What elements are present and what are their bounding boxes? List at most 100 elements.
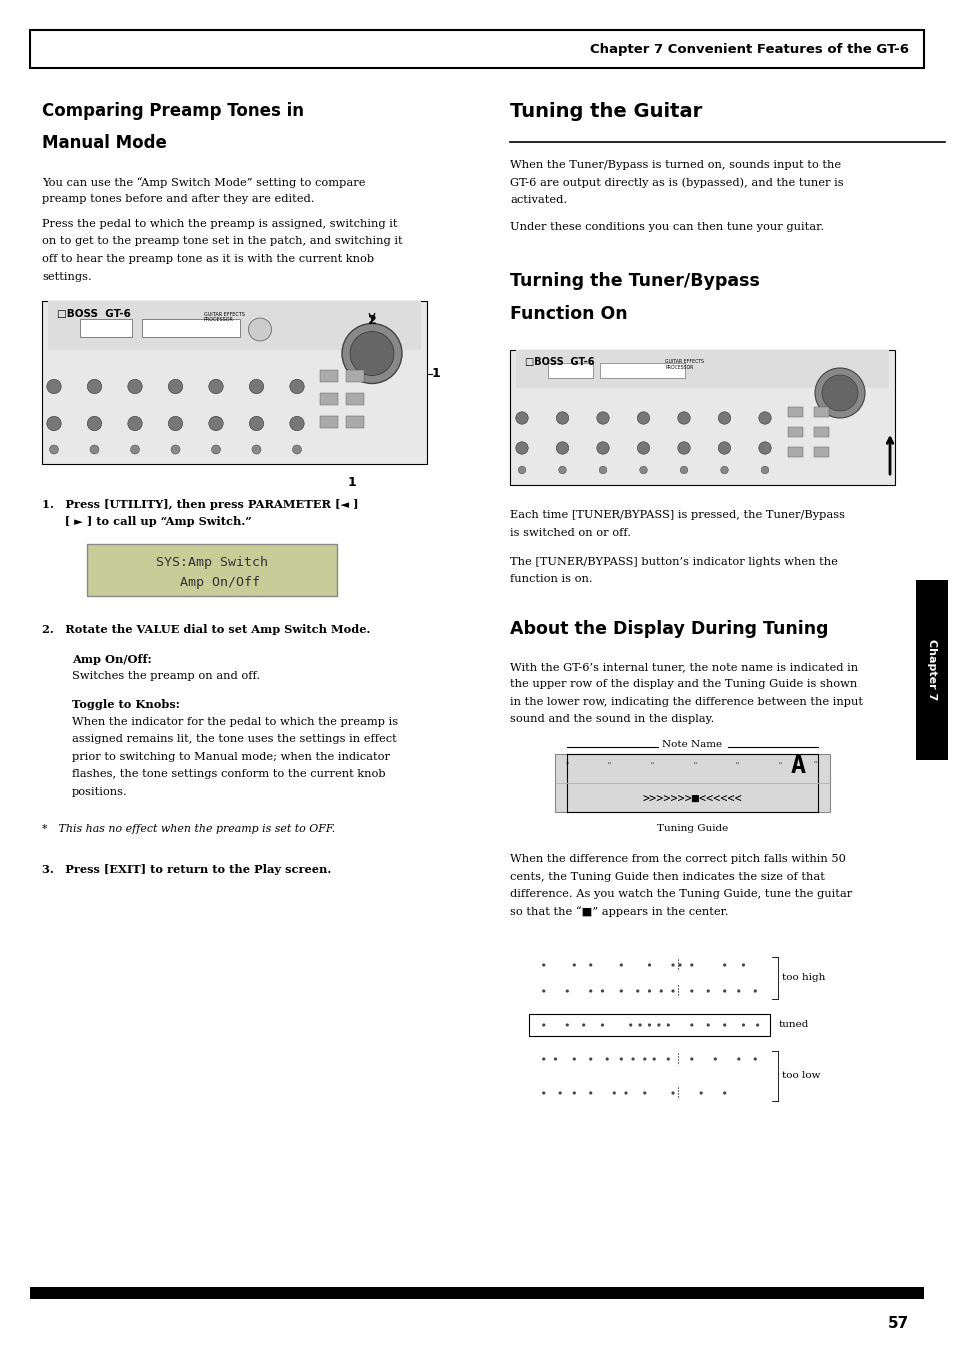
Circle shape (209, 380, 223, 393)
Circle shape (718, 442, 730, 454)
Circle shape (597, 412, 609, 424)
Text: settings.: settings. (42, 272, 91, 281)
Circle shape (558, 1092, 561, 1094)
Bar (510, 350, 894, 485)
Circle shape (168, 380, 183, 393)
Bar (346, 370, 364, 381)
Text: prior to switching to Manual mode; when the indicator: prior to switching to Manual mode; when … (71, 753, 390, 762)
Circle shape (290, 416, 304, 431)
Circle shape (131, 444, 139, 454)
Bar (30, 1288, 923, 1300)
Text: ": " (812, 761, 817, 770)
Bar (346, 393, 364, 404)
Circle shape (171, 444, 180, 454)
Circle shape (647, 1024, 650, 1027)
Text: flashes, the tone settings conform to the current knob: flashes, the tone settings conform to th… (71, 770, 385, 780)
Bar (30, 30, 923, 68)
Circle shape (572, 1058, 576, 1061)
Bar (142, 319, 240, 336)
Circle shape (637, 442, 649, 454)
Circle shape (581, 1024, 585, 1027)
Circle shape (556, 442, 568, 454)
Text: Function On: Function On (510, 305, 627, 323)
Circle shape (758, 442, 770, 454)
Circle shape (760, 466, 768, 474)
Circle shape (128, 416, 142, 431)
Circle shape (677, 412, 689, 424)
Circle shape (597, 442, 609, 454)
Circle shape (212, 444, 220, 454)
Circle shape (636, 989, 639, 993)
Text: activated.: activated. (510, 195, 566, 205)
Text: ": " (649, 762, 654, 771)
Circle shape (821, 376, 857, 411)
Circle shape (248, 317, 272, 340)
Text: A: A (790, 754, 804, 778)
Text: cents, the Tuning Guide then indicates the size of that: cents, the Tuning Guide then indicates t… (510, 871, 824, 881)
Circle shape (722, 1092, 725, 1094)
Text: ": " (564, 762, 569, 771)
Circle shape (249, 416, 263, 431)
Circle shape (659, 989, 662, 993)
Circle shape (637, 412, 649, 424)
Circle shape (541, 1024, 545, 1027)
Text: 1.  Press [UTILITY], then press PARAMETER [◄ ]: 1. Press [UTILITY], then press PARAMETER… (42, 499, 358, 509)
Text: 2: 2 (367, 313, 376, 327)
Circle shape (642, 1058, 646, 1061)
Circle shape (722, 1024, 725, 1027)
Text: too low: too low (781, 1071, 820, 1081)
Circle shape (741, 963, 744, 966)
Text: in the lower row, indicating the difference between the input: in the lower row, indicating the differe… (510, 697, 862, 707)
Circle shape (541, 989, 545, 993)
Circle shape (589, 1092, 592, 1094)
Text: Tuning Guide: Tuning Guide (657, 824, 727, 834)
Bar (787, 427, 802, 436)
Circle shape (128, 380, 142, 393)
Text: Amp On/Off: Amp On/Off (164, 577, 260, 589)
Text: ": " (692, 762, 697, 771)
Text: Note Name: Note Name (661, 740, 721, 748)
Circle shape (619, 989, 622, 993)
Circle shape (666, 1058, 669, 1061)
Bar (346, 416, 364, 427)
Text: Comparing Preamp Tones in: Comparing Preamp Tones in (42, 101, 304, 120)
Circle shape (541, 963, 545, 966)
Text: difference. As you watch the Tuning Guide, tune the guitar: difference. As you watch the Tuning Guid… (510, 889, 851, 898)
Bar (48, 301, 420, 350)
Circle shape (755, 1024, 759, 1027)
Text: Each time [TUNER/BYPASS] is pressed, the Tuner/Bypass: Each time [TUNER/BYPASS] is pressed, the… (510, 509, 844, 520)
Circle shape (598, 466, 606, 474)
Circle shape (612, 1092, 616, 1094)
Circle shape (88, 416, 102, 431)
Text: GUITAR EFFECTS
PROCESSOR: GUITAR EFFECTS PROCESSOR (204, 312, 245, 323)
Circle shape (558, 466, 566, 474)
Text: GT-6 are output directly as is (bypassed), and the tuner is: GT-6 are output directly as is (bypassed… (510, 177, 842, 188)
Bar (787, 407, 802, 417)
Text: SYS:Amp Switch: SYS:Amp Switch (156, 555, 268, 569)
Circle shape (737, 1058, 740, 1061)
Bar (599, 363, 684, 378)
Text: sound and the sound in the display.: sound and the sound in the display. (510, 715, 714, 724)
Circle shape (619, 1058, 622, 1061)
Text: off to hear the preamp tone as it is with the current knob: off to hear the preamp tone as it is wit… (42, 254, 374, 263)
Bar (80, 319, 132, 336)
Text: so that the “■” appears in the center.: so that the “■” appears in the center. (510, 907, 728, 917)
Bar (915, 580, 947, 761)
Circle shape (88, 380, 102, 393)
Text: Switches the preamp on and off.: Switches the preamp on and off. (71, 671, 260, 681)
Text: □BOSS  GT-6: □BOSS GT-6 (57, 309, 131, 319)
Text: Turning the Tuner/Bypass: Turning the Tuner/Bypass (510, 272, 760, 290)
Circle shape (293, 444, 301, 454)
Text: 3.  Press [EXIT] to return to the Play screen.: 3. Press [EXIT] to return to the Play sc… (42, 865, 331, 875)
Text: assigned remains lit, the tone uses the settings in effect: assigned remains lit, the tone uses the … (71, 735, 396, 744)
Circle shape (713, 1058, 716, 1061)
Bar (319, 416, 337, 427)
Circle shape (168, 416, 183, 431)
Circle shape (720, 466, 727, 474)
Circle shape (671, 1092, 674, 1094)
Circle shape (689, 963, 693, 966)
Bar (787, 447, 802, 457)
Circle shape (50, 444, 58, 454)
Circle shape (718, 412, 730, 424)
Circle shape (671, 989, 674, 993)
